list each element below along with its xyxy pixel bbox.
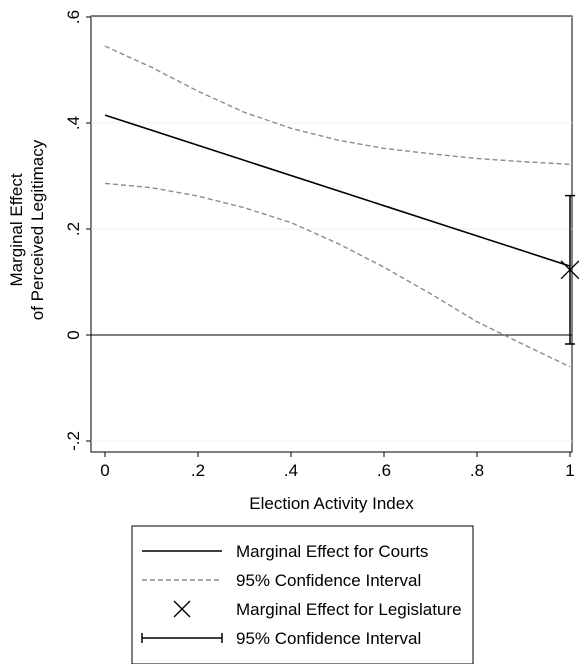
y-axis-title-line-2: of Perceived Legitimacy <box>28 139 47 320</box>
y-tick-label: .4 <box>64 116 83 130</box>
legend-label: 95% Confidence Interval <box>236 629 421 648</box>
courts-ci-upper-line <box>104 45 571 165</box>
x-tick-label: .4 <box>284 461 298 480</box>
x-tick-label: .6 <box>377 461 391 480</box>
x-tick-label: 1 <box>565 461 574 480</box>
legend-box <box>131 525 474 664</box>
marker-stroke <box>560 260 579 280</box>
legend: Marginal Effect for Courts 95% Confidence… <box>131 525 474 664</box>
y-tick-label: .2 <box>64 222 83 236</box>
x-tick-label: .2 <box>191 461 205 480</box>
x-tick-label: 0 <box>100 461 109 480</box>
marker-stroke <box>173 600 191 618</box>
legend-label: Marginal Effect for Courts <box>236 542 428 561</box>
plot-area <box>90 15 579 453</box>
y-tick-label: .6 <box>64 10 83 24</box>
legislature-effect-marker <box>560 260 579 280</box>
courts-ci-lower-line <box>104 182 571 368</box>
legend-label: 95% Confidence Interval <box>236 571 421 590</box>
courts-effect-line <box>104 114 571 267</box>
legend-label: Marginal Effect for Legislature <box>236 600 462 619</box>
y-tick-label: -.2 <box>64 431 83 451</box>
legend-key-x-marker <box>173 600 191 618</box>
x-axis-title: Election Activity Index <box>249 494 414 513</box>
y-tick-label: 0 <box>64 330 83 339</box>
plot-frame <box>90 15 573 453</box>
x-tick-label: .8 <box>470 461 484 480</box>
y-axis-title-line-1: Marginal Effect <box>7 173 26 286</box>
axes: -.2 0 .2 .4 .6 0 .2 .4 .6 .8 1 Election Activity In… <box>7 10 575 513</box>
